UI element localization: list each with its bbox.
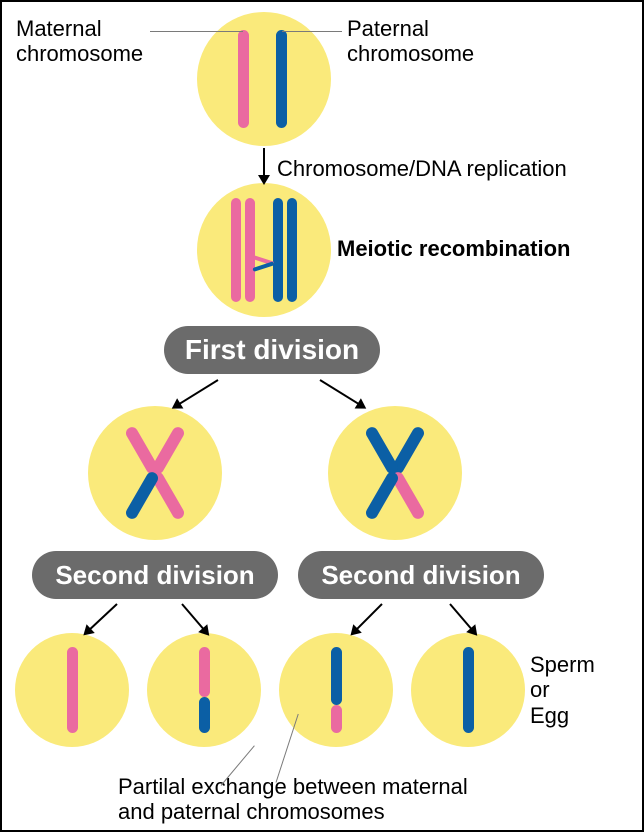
leader-line xyxy=(282,31,342,32)
leader-line xyxy=(276,714,299,783)
chromosome xyxy=(276,30,287,128)
arrow-head xyxy=(258,175,270,185)
chromosome xyxy=(331,647,342,705)
arrow xyxy=(319,379,362,407)
chromosome xyxy=(67,647,78,733)
label-paternal: Paternal chromosome xyxy=(347,16,474,67)
stage-pill-secondL: Second division xyxy=(32,551,278,599)
chromosome xyxy=(331,705,342,733)
chromosome xyxy=(463,647,474,733)
cell xyxy=(197,12,331,146)
stage-pill-first: First division xyxy=(164,326,380,374)
meiosis-diagram: Maternal chromosome Paternal chromosome Ch… xyxy=(0,0,644,832)
chromosome xyxy=(231,198,241,302)
arrow xyxy=(175,379,218,407)
label-sperm_egg: Sperm or Egg xyxy=(530,652,595,728)
chromosome xyxy=(245,198,255,302)
label-replication: Chromosome/DNA replication xyxy=(277,156,567,181)
leader-line xyxy=(150,31,243,32)
label-partial: Partilal exchange between maternal and p… xyxy=(118,774,468,825)
chromosome xyxy=(238,30,249,128)
chromosome xyxy=(273,198,283,302)
label-maternal: Maternal chromosome xyxy=(16,16,143,67)
chromosome xyxy=(287,198,297,302)
cell xyxy=(197,183,331,317)
chromosome xyxy=(199,647,210,697)
label-recomb: Meiotic recombination xyxy=(337,236,570,261)
chromosome xyxy=(199,697,210,733)
stage-pill-secondR: Second division xyxy=(298,551,544,599)
